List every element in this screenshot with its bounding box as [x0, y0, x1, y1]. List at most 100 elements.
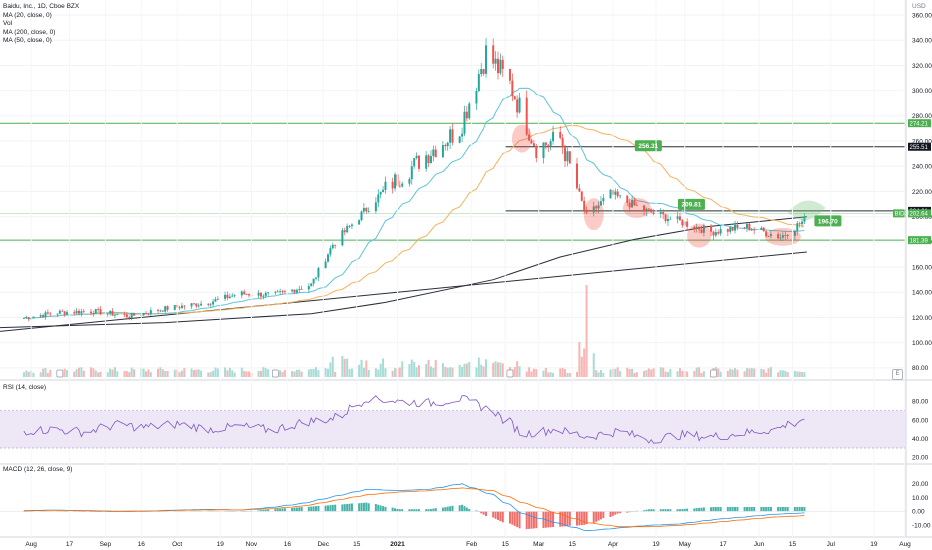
- macd-histogram-bar: [599, 511, 602, 520]
- macd-histogram-bar: [616, 511, 619, 514]
- volume-bar: [195, 369, 198, 377]
- volume-bar: [279, 370, 282, 377]
- macd-histogram-bar: [417, 509, 420, 512]
- macd-histogram-bar: [614, 511, 617, 515]
- volume-bar: [300, 371, 303, 377]
- candle-body: [803, 216, 806, 222]
- volume-bar: [427, 359, 430, 377]
- volume-bar: [609, 369, 612, 377]
- volume-bar: [398, 367, 401, 377]
- candle-body: [97, 309, 100, 310]
- volume-bar: [164, 370, 167, 377]
- volume-bar: [580, 356, 583, 377]
- candle-body: [123, 314, 126, 316]
- candle-body: [350, 224, 353, 227]
- candle-body: [681, 220, 684, 226]
- candle-body: [779, 237, 782, 239]
- macd-histogram-bar: [781, 506, 784, 512]
- volume-bar: [128, 372, 131, 377]
- volume-bar: [27, 371, 30, 377]
- macd-histogram-bar: [463, 506, 466, 512]
- volume-bar: [564, 369, 567, 377]
- time-tick-label: 16: [138, 541, 146, 548]
- macd-histogram-bar: [329, 505, 332, 512]
- macd-histogram-bar: [499, 511, 502, 522]
- candle-body: [22, 318, 25, 319]
- volume-bar: [599, 370, 602, 377]
- volume-bar: [25, 370, 28, 377]
- time-tick-label: 19: [870, 541, 878, 548]
- volume-bar: [518, 366, 521, 377]
- volume-bar: [645, 369, 648, 377]
- candle-body: [113, 314, 116, 316]
- price-tick-label: 140.00: [912, 290, 932, 297]
- price-axis-badge: [908, 236, 931, 245]
- price-legend: Baidu, Inc., 1D, Cboe BZX MA (20, close,…: [3, 3, 79, 46]
- macd-histogram-bar: [729, 506, 732, 512]
- macd-histogram-bar: [295, 507, 298, 512]
- volume-bar: [159, 367, 162, 377]
- candle-body: [183, 305, 186, 307]
- macd-histogram-bar: [595, 511, 598, 522]
- volume-bar: [63, 368, 66, 377]
- macd-histogram-bar: [279, 508, 282, 512]
- macd-histogram-bar: [652, 509, 655, 512]
- earnings-icon[interactable]: E: [892, 369, 903, 380]
- price-axis-badge-label: 202.64: [910, 212, 929, 218]
- candle-body: [415, 155, 418, 159]
- volume-bar: [109, 368, 112, 377]
- candle-body: [425, 155, 428, 169]
- volume-bar: [367, 369, 370, 377]
- candle-body: [164, 306, 167, 312]
- volume-bar: [652, 368, 655, 377]
- macd-histogram-bar: [566, 511, 569, 527]
- candle-body: [626, 195, 629, 203]
- macd-histogram-bar: [767, 506, 770, 512]
- candle-body: [99, 309, 102, 315]
- candle-body: [549, 141, 552, 146]
- price-tick-label: 300.00: [912, 88, 932, 95]
- volume-bar: [750, 367, 753, 377]
- candle-body: [762, 227, 765, 232]
- macd-histogram-bar: [628, 511, 631, 513]
- volume-bar: [686, 371, 689, 377]
- volume-bar: [798, 371, 801, 377]
- annotation-label: 196.70: [818, 218, 838, 225]
- candle-body: [760, 227, 763, 230]
- macd-histogram-bar: [619, 511, 622, 514]
- macd-histogram-bar: [532, 511, 535, 529]
- candle-body: [307, 286, 310, 290]
- candle-body: [662, 212, 665, 215]
- volume-bar: [743, 371, 746, 377]
- macd-histogram-bar: [580, 511, 583, 526]
- signal-line: [23, 487, 805, 528]
- volume-bar: [161, 369, 164, 377]
- candle-body: [542, 142, 545, 158]
- candle-body: [485, 45, 488, 74]
- candle-body: [731, 227, 734, 231]
- ma200-line: [0, 216, 807, 329]
- macd-histogram-bar: [535, 511, 538, 529]
- time-tick-label: Feb: [466, 541, 478, 548]
- candle-body: [585, 209, 588, 213]
- candle-body: [745, 223, 748, 229]
- candle-body: [195, 303, 198, 307]
- macd-histogram-bar: [312, 506, 315, 512]
- volume-bar: [499, 362, 502, 377]
- candle-body: [578, 188, 581, 192]
- volume-bar: [449, 367, 452, 377]
- macd-histogram-bar: [331, 504, 334, 512]
- candle-body: [693, 226, 696, 229]
- macd-legend: MACD (12, 26, close, 9): [3, 466, 72, 475]
- macd-histogram-bar: [367, 503, 370, 512]
- candle-body: [784, 235, 787, 236]
- macd-histogram-bar: [753, 506, 756, 512]
- volume-bar: [216, 368, 219, 377]
- candle-body: [61, 310, 64, 312]
- volume-bar: [94, 370, 97, 377]
- candle-body: [458, 136, 461, 143]
- volume-bar: [358, 364, 361, 377]
- volume-bar: [408, 364, 411, 377]
- candle-body: [767, 236, 770, 237]
